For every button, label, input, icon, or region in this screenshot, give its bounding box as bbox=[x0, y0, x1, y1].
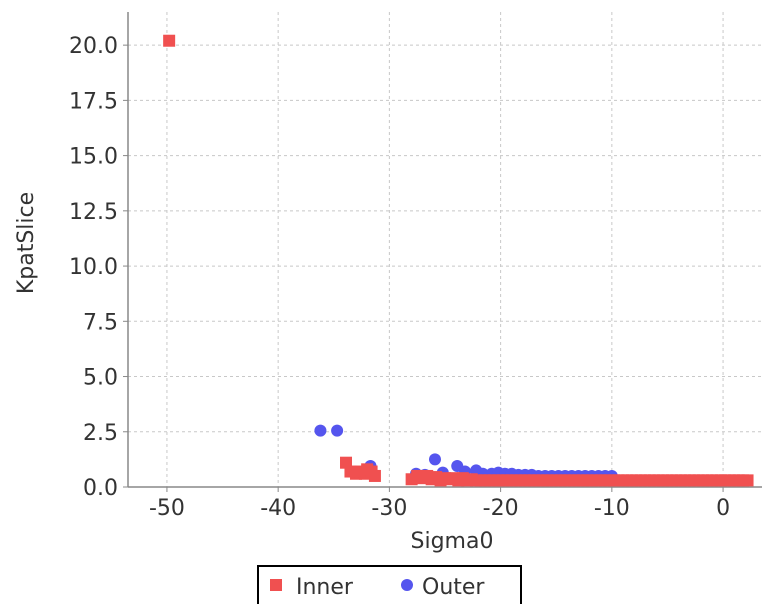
outer-point bbox=[331, 424, 344, 437]
legend: Inner Outer bbox=[257, 565, 522, 604]
x-tick-label: -30 bbox=[371, 496, 407, 521]
legend-inner-label: Inner bbox=[296, 575, 354, 600]
x-axis-title: Sigma0 bbox=[411, 529, 494, 554]
inner-point bbox=[368, 469, 381, 482]
y-tick-label: 5.0 bbox=[83, 366, 118, 391]
outer-point bbox=[314, 424, 327, 437]
x-tick-label: 0 bbox=[716, 496, 730, 521]
y-tick-label: 12.5 bbox=[69, 200, 118, 225]
outer-point bbox=[428, 453, 441, 466]
tick-labels: -50 -40 -30 -20 -10 0 0.0 2.5 5.0 7.5 10.0 12.5 15.0… bbox=[69, 34, 730, 521]
legend-outer-label: Outer bbox=[422, 575, 485, 600]
x-tick-label: -50 bbox=[149, 496, 185, 521]
y-tick-label: 17.5 bbox=[69, 89, 118, 114]
legend-inner-marker bbox=[270, 579, 282, 591]
legend-box bbox=[257, 565, 522, 604]
inner-point bbox=[741, 474, 754, 487]
y-tick-label: 7.5 bbox=[83, 310, 118, 335]
y-axis-title: KpatSlice bbox=[14, 192, 39, 294]
x-tick-label: -10 bbox=[594, 496, 630, 521]
y-tick-label: 20.0 bbox=[69, 34, 118, 59]
y-tick-label: 15.0 bbox=[69, 145, 118, 170]
y-tick-label: 0.0 bbox=[83, 476, 118, 501]
axes bbox=[123, 12, 762, 492]
y-tick-label: 10.0 bbox=[69, 255, 118, 280]
x-tick-label: -20 bbox=[483, 496, 519, 521]
x-tick-label: -40 bbox=[260, 496, 296, 521]
data-marks bbox=[163, 34, 754, 487]
legend-outer-marker bbox=[401, 579, 413, 591]
inner-point bbox=[163, 34, 176, 47]
y-tick-label: 2.5 bbox=[83, 421, 118, 446]
